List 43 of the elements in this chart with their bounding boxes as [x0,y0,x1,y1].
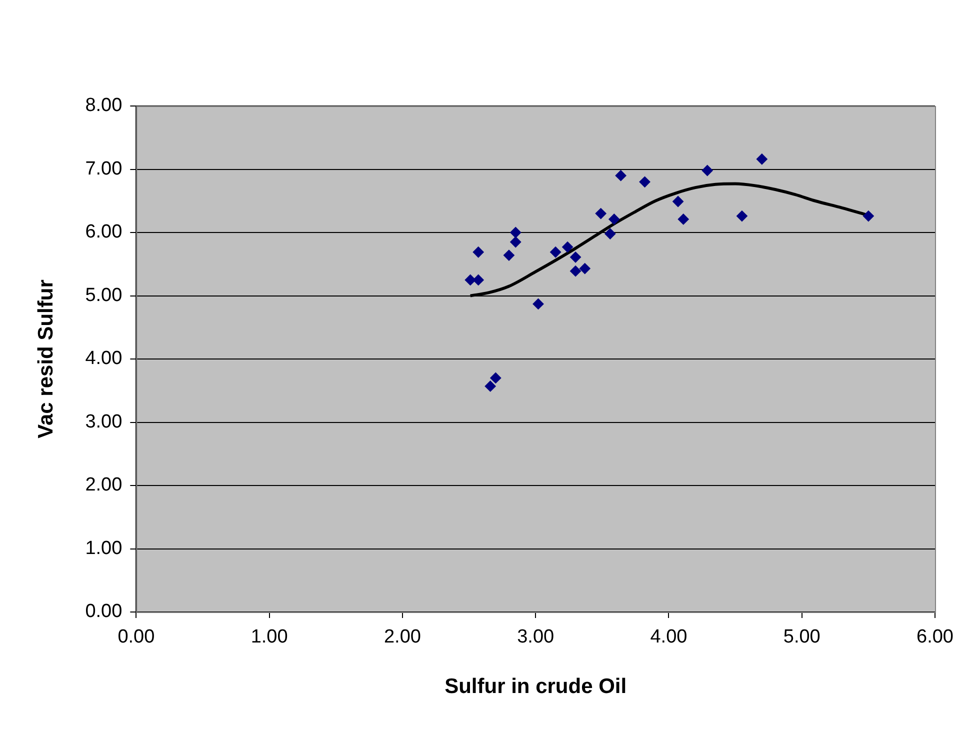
point [464,274,476,286]
point [510,227,522,238]
y-axis-title: Vac resid Sulfur [34,280,58,438]
point [503,250,514,261]
point [756,154,768,165]
point [595,208,606,220]
x-tick-label: 4.00 [650,626,688,648]
point [472,246,484,258]
point [570,266,582,277]
point [615,170,626,182]
y-tick-label: 0.00 [85,601,122,622]
point [736,210,748,222]
x-tick-label: 0.00 [118,626,155,648]
x-tick-label: 3.00 [517,626,554,648]
point [579,263,590,274]
point [532,298,544,310]
point [484,380,496,392]
y-tick-label: 6.00 [85,222,122,243]
point [550,246,562,258]
x-tick-label: 1.00 [250,626,288,648]
point [639,176,650,188]
point [510,236,522,248]
point [562,242,574,253]
y-tick-label: 8.00 [85,95,122,116]
x-tick-label: 6.00 [916,626,954,648]
y-tick-label: 1.00 [85,538,122,559]
point [604,228,616,240]
y-tick-label: 2.00 [85,474,122,496]
point [672,196,684,208]
y-tick-label: 4.00 [85,348,122,370]
point [702,165,713,176]
y-tick-label: 7.00 [85,158,122,180]
point [862,210,874,222]
x-axis-title: Sulfur in crude Oil [444,675,627,698]
y-tick-label: 3.00 [85,411,122,432]
point [608,214,620,225]
x-tick-label: 2.00 [384,626,421,648]
x-tick-label: 5.00 [783,626,820,648]
point [678,214,689,225]
y-tick-label: 5.00 [85,284,122,306]
point [472,274,484,286]
point [490,372,502,384]
point [570,252,582,263]
